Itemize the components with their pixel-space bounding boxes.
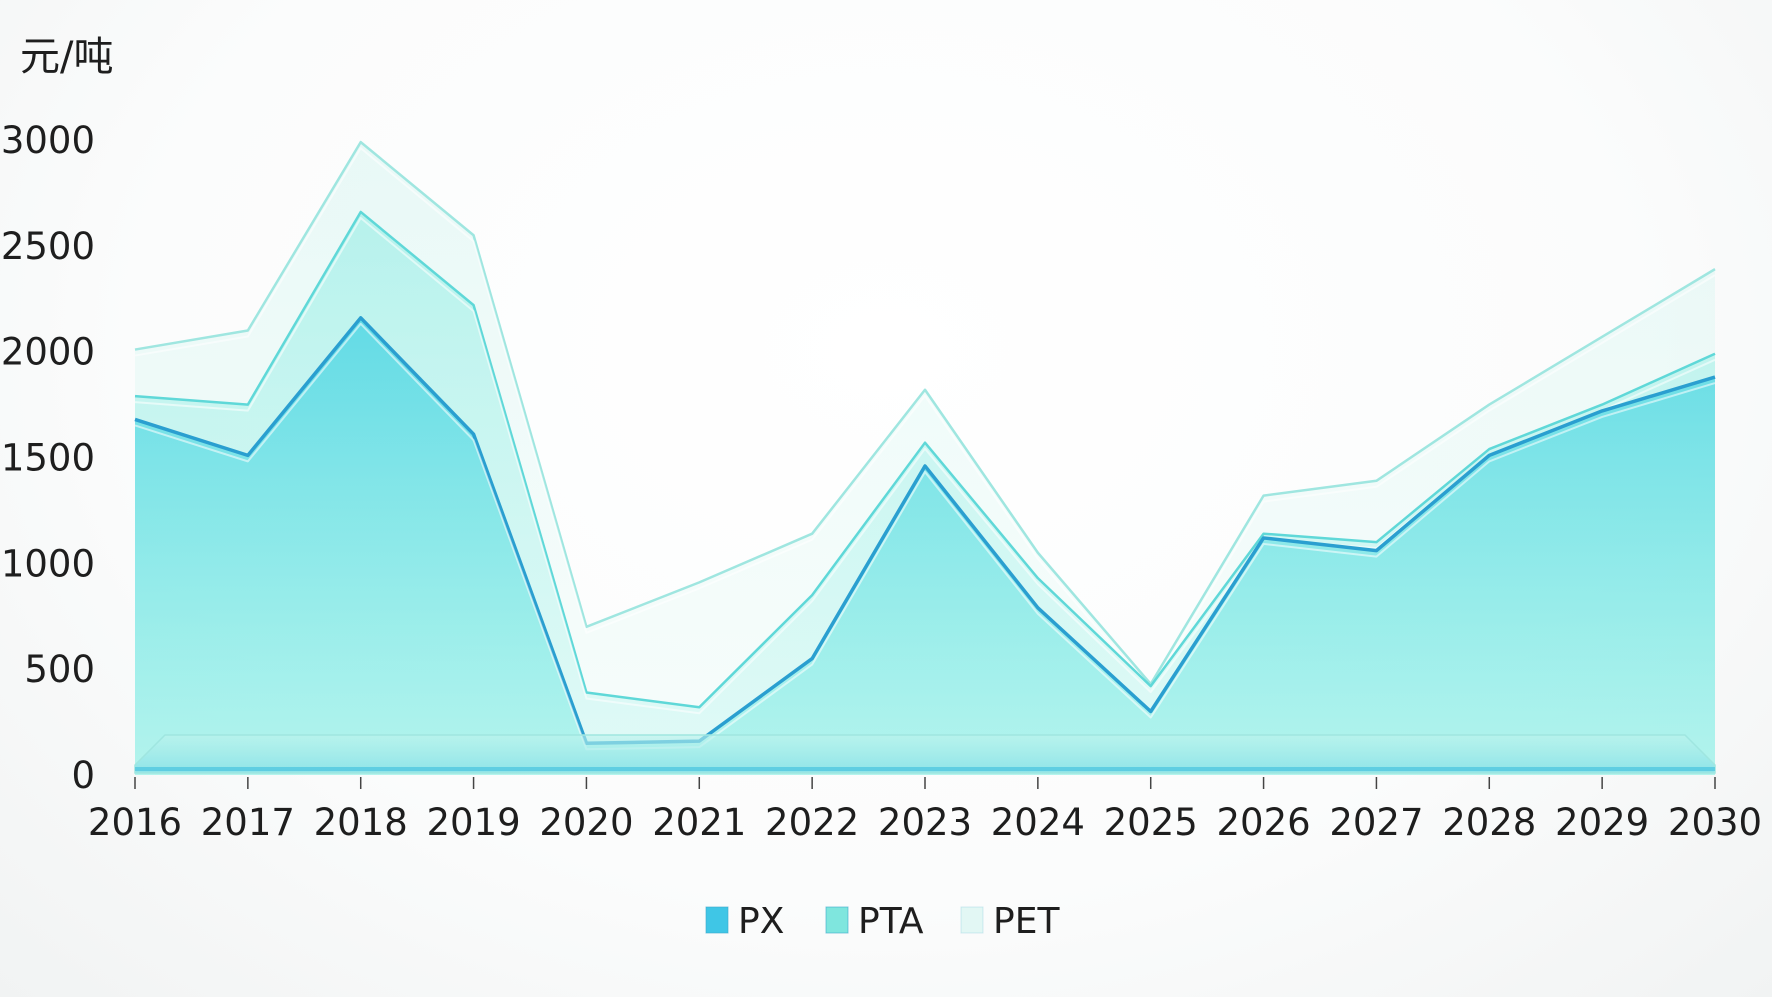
x-tick-label: 2021: [652, 801, 746, 844]
x-tick-label: 2024: [991, 801, 1085, 844]
x-tick-label: 2019: [426, 801, 520, 844]
x-tick-label: 2016: [88, 801, 182, 844]
y-tick-label: 0: [71, 754, 95, 797]
legend-swatch-px: [705, 906, 729, 934]
x-tick-label: 2017: [201, 801, 295, 844]
x-tick-label: 2026: [1216, 801, 1310, 844]
chart-base: [134, 734, 1716, 774]
legend-label-pta: PTA: [858, 901, 924, 942]
y-tick-label: 2500: [1, 225, 95, 268]
y-axis-ticks: 0 500 1000 1500 2000 2500 3000: [1, 119, 95, 797]
y-tick-label: 500: [24, 648, 95, 691]
x-tick-label: 2022: [765, 801, 859, 844]
legend-label-px: PX: [738, 901, 784, 942]
x-tick-label: 2018: [314, 801, 408, 844]
x-tick-label: 2030: [1668, 801, 1762, 844]
legend-swatch-pta: [825, 906, 849, 934]
y-tick-label: 1000: [1, 542, 95, 585]
y-tick-label: 1500: [1, 437, 95, 480]
x-tick-label: 2029: [1555, 801, 1649, 844]
x-tick-label: 2025: [1104, 801, 1198, 844]
legend: PX PTA PET: [705, 901, 1060, 942]
legend-label-pet: PET: [993, 901, 1060, 942]
x-tick-label: 2028: [1442, 801, 1536, 844]
y-axis-label: 元/吨: [20, 34, 113, 80]
series-areas: [134, 140, 1716, 775]
series-highlight-pet: [134, 147, 1716, 691]
series-highlight-px: [134, 322, 1716, 751]
base-plate: [134, 734, 1716, 774]
series-line-pet: [134, 140, 1716, 686]
series-line-pta: [134, 210, 1716, 709]
series-area-px: [135, 317, 1715, 775]
x-tick-label: 2027: [1329, 801, 1423, 844]
y-tick-label: 3000: [1, 119, 95, 162]
series-line-px: [134, 316, 1716, 745]
legend-swatch-pet: [960, 906, 984, 934]
x-tick-label: 2023: [878, 801, 972, 844]
x-tick-label: 2020: [539, 801, 633, 844]
y-tick-label: 2000: [1, 331, 95, 374]
x-axis: 2016 2017 2018 2019 2020 2021 2022 2023 2024 2025…: [88, 777, 1762, 844]
